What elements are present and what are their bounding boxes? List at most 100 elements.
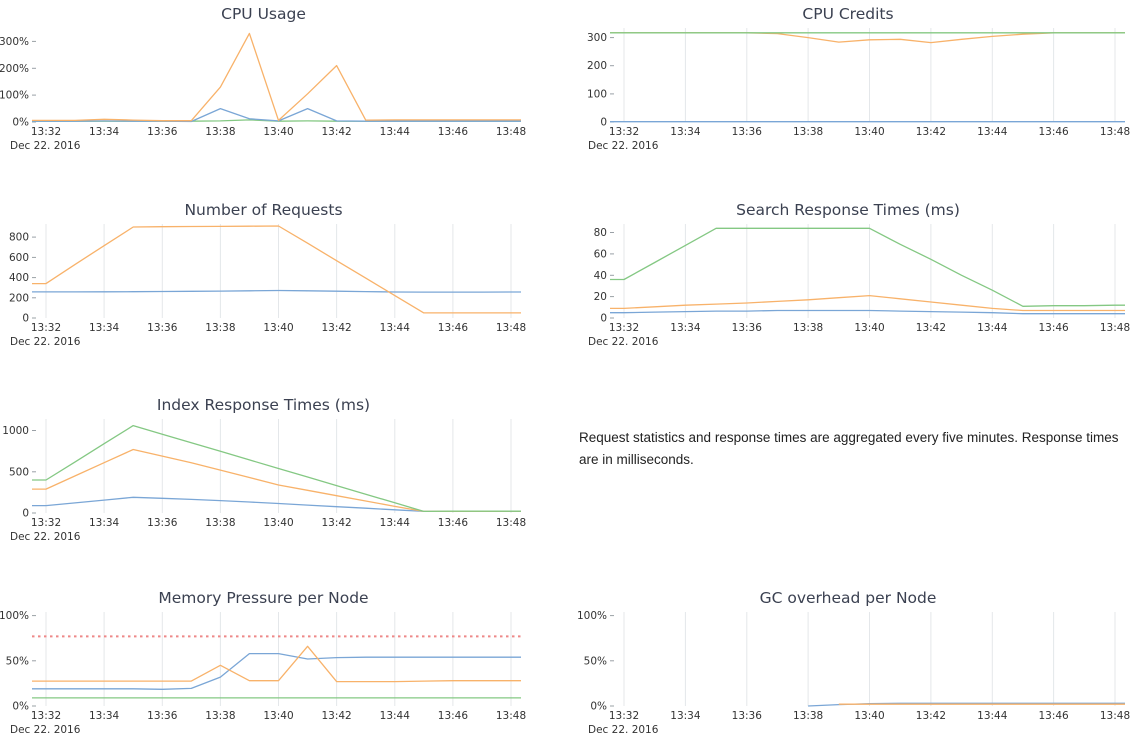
chart-gc-overhead-per-node: GC overhead per Node 0% 50% 100% 13:32 13:34… (565, 580, 1131, 736)
svg-text:13:40: 13:40 (854, 126, 884, 138)
svg-text:300: 300 (587, 32, 607, 44)
svg-text:13:46: 13:46 (1038, 710, 1069, 722)
svg-text:13:36: 13:36 (147, 126, 178, 138)
cpu-credits-plot: 0 100 200 300 13:32 13:34 13:36 13:38 13:40 13:42… (587, 28, 1130, 152)
svg-text:100%: 100% (0, 610, 29, 622)
cell-note: Request statistics and response times ar… (565, 385, 1131, 580)
svg-text:13:32: 13:32 (609, 126, 639, 138)
index-response-times-plot: 0 500 1000 13:32 13:34 13:36 13:38 13:40 13:42 13… (2, 419, 526, 543)
svg-text:13:40: 13:40 (263, 517, 293, 529)
svg-text:13:40: 13:40 (263, 710, 293, 722)
cell-number-of-requests: Number of Requests 0 200 400 600 800 13:32 13:… (0, 190, 565, 385)
svg-text:0: 0 (600, 117, 607, 129)
svg-text:800: 800 (9, 232, 29, 244)
svg-text:13:34: 13:34 (89, 126, 120, 138)
svg-text:50%: 50% (584, 655, 607, 667)
aggregation-note: Request statistics and response times ar… (579, 429, 1119, 467)
svg-text:13:34: 13:34 (670, 126, 701, 138)
svg-text:Dec 22. 2016: Dec 22. 2016 (10, 724, 81, 736)
chart-search-response-times: Search Response Times (ms) 0 20 40 60 80 13:3… (565, 190, 1131, 348)
svg-text:200%: 200% (0, 63, 29, 75)
svg-text:13:40: 13:40 (263, 126, 293, 138)
svg-text:13:46: 13:46 (438, 517, 469, 529)
svg-text:13:38: 13:38 (205, 517, 235, 529)
number-of-requests-plot: 0 200 400 600 800 13:32 13:34 13:36 13:38 13:40 13… (9, 224, 526, 348)
svg-text:100%: 100% (0, 90, 29, 102)
svg-text:13:48: 13:48 (1100, 126, 1130, 138)
svg-text:13:48: 13:48 (1100, 710, 1130, 722)
svg-text:13:34: 13:34 (89, 710, 120, 722)
svg-text:13:36: 13:36 (732, 710, 763, 722)
svg-text:13:42: 13:42 (321, 322, 351, 334)
svg-text:13:40: 13:40 (263, 322, 293, 334)
svg-text:13:32: 13:32 (31, 126, 61, 138)
svg-text:13:44: 13:44 (380, 126, 411, 138)
svg-text:0%: 0% (12, 117, 29, 129)
svg-text:400: 400 (9, 272, 29, 284)
svg-text:13:38: 13:38 (205, 710, 235, 722)
svg-text:13:38: 13:38 (793, 126, 823, 138)
chart-title-memory-pressure: Memory Pressure per Node (158, 589, 369, 607)
svg-text:13:36: 13:36 (147, 517, 178, 529)
svg-text:100: 100 (587, 88, 607, 100)
svg-text:13:40: 13:40 (854, 710, 884, 722)
chart-cpu-credits: CPU Credits 0 100 200 300 13:32 13:34 13:36 13:… (565, 0, 1131, 152)
svg-text:Dec 22. 2016: Dec 22. 2016 (10, 336, 81, 348)
chart-title-index-response-times: Index Response Times (ms) (156, 396, 371, 414)
svg-text:13:36: 13:36 (732, 322, 763, 334)
svg-text:13:48: 13:48 (1100, 322, 1130, 334)
svg-text:13:32: 13:32 (609, 710, 639, 722)
chart-title-search-response-times: Search Response Times (ms) (736, 201, 960, 219)
svg-text:100%: 100% (577, 610, 607, 622)
svg-text:13:44: 13:44 (380, 517, 411, 529)
svg-text:13:42: 13:42 (321, 126, 351, 138)
svg-text:13:44: 13:44 (977, 710, 1008, 722)
svg-text:13:42: 13:42 (321, 710, 351, 722)
svg-text:200: 200 (587, 60, 607, 72)
svg-text:0%: 0% (12, 701, 29, 713)
chart-number-of-requests: Number of Requests 0 200 400 600 800 13:32 13:… (0, 190, 565, 348)
svg-text:13:44: 13:44 (977, 126, 1008, 138)
svg-text:Dec 22. 2016: Dec 22. 2016 (588, 336, 659, 348)
chart-title-cpu-usage: CPU Usage (221, 5, 306, 23)
chart-cpu-usage: CPU Usage 0% 100% 200% 300% 13:32 13:34 13:36 1… (0, 0, 565, 152)
svg-text:13:48: 13:48 (496, 710, 526, 722)
svg-text:13:38: 13:38 (793, 322, 823, 334)
svg-text:13:34: 13:34 (670, 322, 701, 334)
svg-text:80: 80 (594, 227, 607, 239)
svg-text:13:48: 13:48 (496, 126, 526, 138)
chart-title-cpu-credits: CPU Credits (802, 5, 894, 23)
cell-cpu-usage: CPU Usage 0% 100% 200% 300% 13:32 13:34 13:36 1… (0, 0, 565, 190)
svg-text:13:42: 13:42 (916, 710, 946, 722)
svg-text:13:42: 13:42 (916, 322, 946, 334)
svg-text:0: 0 (600, 313, 607, 325)
cell-memory-pressure: Memory Pressure per Node 0% 50% 100% 13:32 1… (0, 580, 565, 741)
svg-text:13:38: 13:38 (793, 710, 823, 722)
svg-text:13:46: 13:46 (438, 126, 469, 138)
cell-gc-overhead: GC overhead per Node 0% 50% 100% 13:32 13:34… (565, 580, 1131, 741)
svg-text:Dec 22. 2016: Dec 22. 2016 (10, 140, 81, 152)
svg-text:13:46: 13:46 (1038, 126, 1069, 138)
svg-text:13:44: 13:44 (977, 322, 1008, 334)
svg-text:Dec 22. 2016: Dec 22. 2016 (588, 724, 659, 736)
svg-text:300%: 300% (0, 36, 29, 48)
svg-text:13:32: 13:32 (609, 322, 639, 334)
svg-text:20: 20 (594, 291, 607, 303)
search-response-times-plot: 0 20 40 60 80 13:32 13:34 13:36 13:38 13:40 13:42 1… (588, 224, 1130, 348)
svg-text:13:34: 13:34 (89, 322, 120, 334)
svg-text:13:44: 13:44 (380, 322, 411, 334)
svg-text:Dec 22. 2016: Dec 22. 2016 (588, 140, 659, 152)
svg-text:13:48: 13:48 (496, 322, 526, 334)
svg-text:13:32: 13:32 (31, 517, 61, 529)
chart-title-number-of-requests: Number of Requests (184, 201, 343, 219)
svg-text:13:38: 13:38 (205, 322, 235, 334)
cell-cpu-credits: CPU Credits 0 100 200 300 13:32 13:34 13:36 13:… (565, 0, 1131, 190)
svg-text:50%: 50% (6, 655, 29, 667)
svg-text:13:34: 13:34 (89, 517, 120, 529)
svg-text:13:36: 13:36 (732, 126, 763, 138)
svg-text:13:46: 13:46 (1038, 322, 1069, 334)
cell-search-response-times: Search Response Times (ms) 0 20 40 60 80 13:3… (565, 190, 1131, 385)
svg-text:500: 500 (9, 466, 29, 478)
svg-text:60: 60 (594, 248, 607, 260)
